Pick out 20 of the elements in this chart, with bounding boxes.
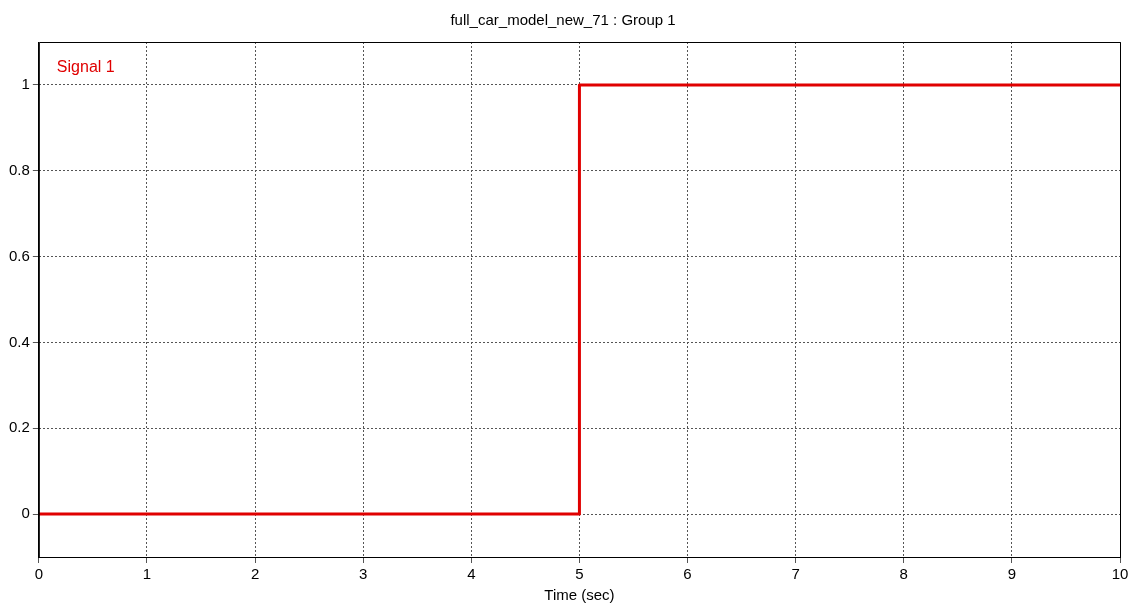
- y-tick-label: 0.4: [8, 332, 30, 350]
- x-tick-label: 5: [575, 565, 584, 583]
- y-tick-label: 0.6: [8, 246, 30, 264]
- x-tick-label: 1: [142, 565, 152, 583]
- x-tick-label: 8: [899, 565, 908, 583]
- y-tick-label: 0.8: [8, 160, 30, 178]
- x-tick-label: 9: [1007, 565, 1017, 583]
- y-tick-label: 0: [21, 504, 30, 522]
- x-axis-title: Time (sec): [544, 586, 615, 604]
- x-tick-label: 0: [34, 565, 44, 583]
- x-tick-label: 10: [1111, 565, 1129, 583]
- x-tick-label: 6: [683, 565, 692, 583]
- text: Signal 1: [56, 58, 115, 76]
- y-tick-label: 1: [21, 75, 30, 93]
- chart-title: full_car_model_new_71 : Group 1: [450, 11, 676, 29]
- x-tick-label: 3: [359, 565, 368, 583]
- x-tick-label: 7: [791, 565, 800, 583]
- y-tick-label: 0.2: [8, 418, 30, 436]
- x-tick-label: 2: [250, 565, 260, 583]
- x-tick-label: 4: [467, 565, 476, 583]
